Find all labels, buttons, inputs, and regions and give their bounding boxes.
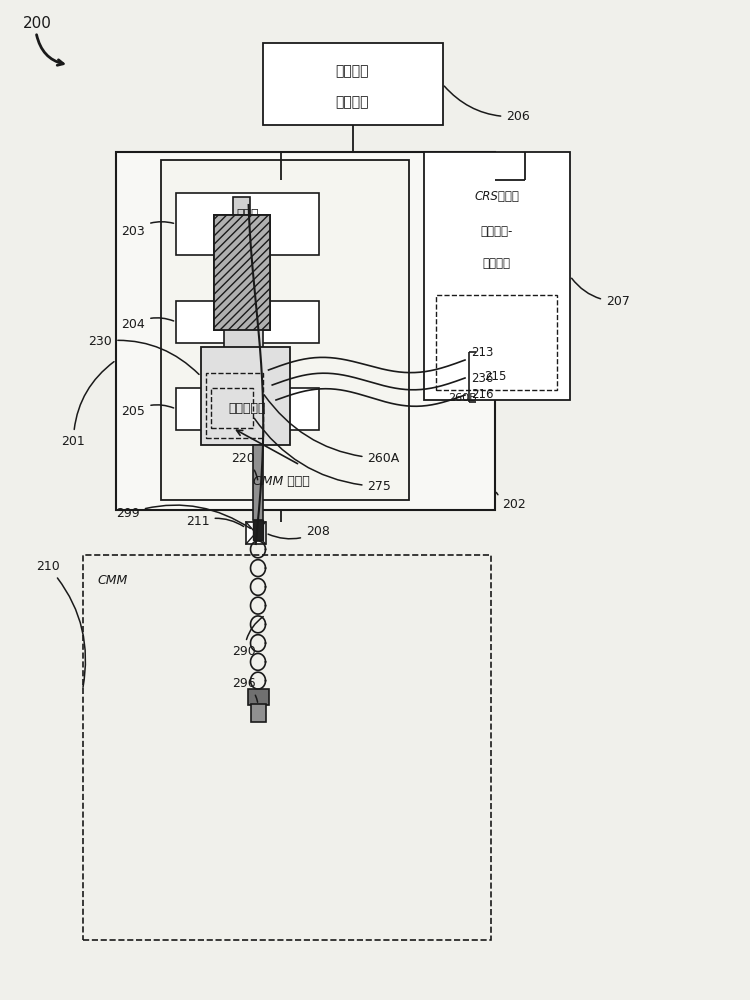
Bar <box>251 704 266 722</box>
Text: CMM: CMM <box>98 574 128 586</box>
Bar <box>246 522 266 544</box>
Bar <box>161 160 409 500</box>
Bar <box>176 193 319 255</box>
Text: 202: 202 <box>496 492 526 511</box>
Text: 236: 236 <box>471 371 494 384</box>
Bar <box>253 520 263 540</box>
Text: 211: 211 <box>186 515 244 528</box>
Text: 290: 290 <box>232 617 263 658</box>
Text: 200: 200 <box>22 16 51 31</box>
Bar <box>176 301 319 343</box>
Text: 215: 215 <box>484 370 506 383</box>
Text: 204: 204 <box>122 318 174 331</box>
Bar <box>253 445 263 520</box>
Text: 信号处理-: 信号处理- <box>481 225 513 238</box>
Bar <box>201 347 290 445</box>
Text: 控制器: 控制器 <box>236 231 259 244</box>
Text: 296: 296 <box>232 677 257 702</box>
Bar <box>262 43 442 125</box>
Text: 210: 210 <box>36 560 86 687</box>
Text: 260A: 260A <box>264 395 400 465</box>
Text: 探测头: 探测头 <box>236 208 259 221</box>
Text: 299: 299 <box>116 505 251 528</box>
Text: CRS探测器: CRS探测器 <box>475 190 519 203</box>
Text: 220: 220 <box>231 452 258 480</box>
Text: 213: 213 <box>471 346 494 359</box>
Bar <box>248 689 268 705</box>
Bar <box>214 215 270 330</box>
Bar <box>211 388 253 428</box>
Bar <box>214 215 270 330</box>
Text: 用户界面: 用户界面 <box>336 95 369 109</box>
Text: 位置锁存器: 位置锁存器 <box>229 316 266 328</box>
Bar <box>224 327 262 352</box>
Text: 275: 275 <box>254 418 392 493</box>
Text: 运动控制器: 运动控制器 <box>229 402 266 416</box>
Bar <box>233 197 250 215</box>
Text: 201: 201 <box>62 362 114 448</box>
Text: CMM 控制器: CMM 控制器 <box>253 475 310 488</box>
Bar <box>206 373 262 438</box>
Text: 控制电路: 控制电路 <box>483 257 511 270</box>
Text: 208: 208 <box>268 525 330 539</box>
Text: 203: 203 <box>122 222 173 238</box>
Bar <box>176 388 319 430</box>
Text: 260B: 260B <box>448 393 477 403</box>
Text: 计算机和: 计算机和 <box>336 65 369 79</box>
Text: 205: 205 <box>122 405 174 418</box>
Text: 230: 230 <box>88 335 199 374</box>
Bar <box>424 152 570 400</box>
Bar <box>82 555 491 940</box>
Text: 207: 207 <box>572 278 630 308</box>
Text: 206: 206 <box>444 86 530 123</box>
Text: 216: 216 <box>471 388 494 401</box>
Bar <box>116 152 495 510</box>
Bar <box>436 295 556 390</box>
